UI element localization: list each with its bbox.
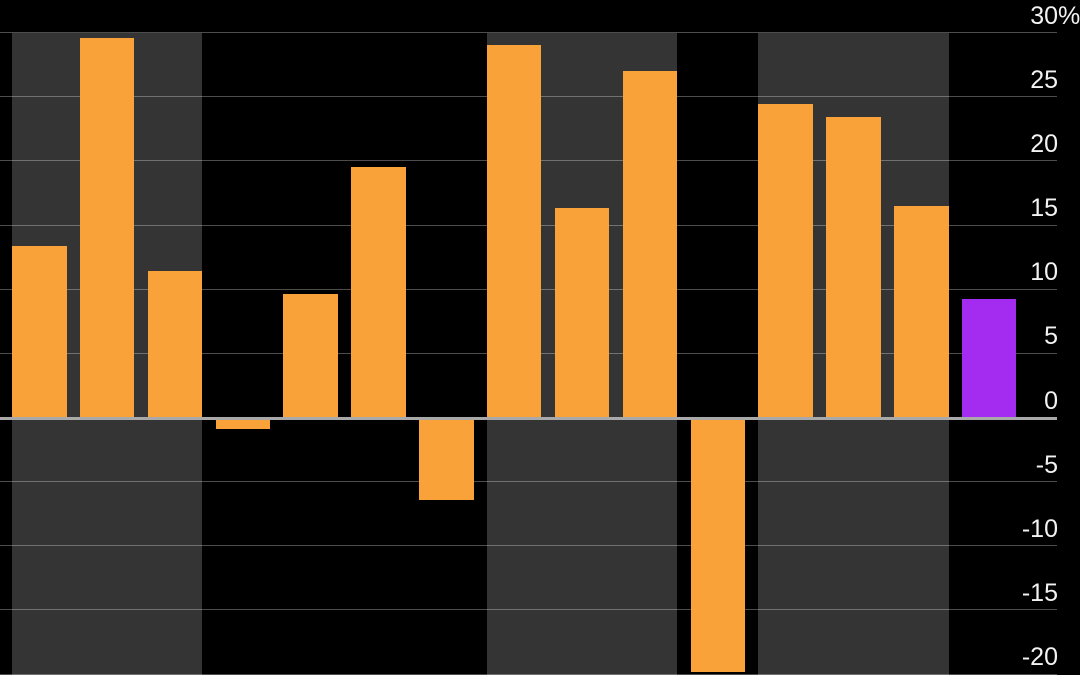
- bar: [690, 419, 745, 672]
- tick-value: 20: [1030, 129, 1058, 158]
- gridline: [0, 481, 1057, 483]
- y-axis-tick-label: -10: [1021, 514, 1058, 543]
- y-axis-tick-label: 30%: [1030, 1, 1080, 30]
- bar: [419, 419, 474, 500]
- bar: [283, 294, 338, 418]
- tick-value: -15: [1021, 578, 1058, 607]
- y-axis-tick-label: -15: [1021, 578, 1058, 607]
- bar: [79, 37, 135, 418]
- tick-value: 15: [1030, 194, 1058, 223]
- bar: [215, 419, 271, 430]
- bar: [351, 167, 406, 418]
- gridline: [0, 673, 1057, 675]
- tick-value: -10: [1021, 514, 1058, 543]
- tick-value: 25: [1030, 65, 1058, 94]
- gridline: [0, 32, 1057, 34]
- bar: [554, 208, 610, 418]
- bar: [622, 71, 678, 418]
- bar: [826, 117, 881, 418]
- y-axis-tick-label: 25: [1030, 65, 1058, 94]
- tick-value: 30: [1030, 1, 1058, 30]
- bar: [486, 45, 542, 418]
- y-axis-tick-label: 0: [1044, 386, 1058, 415]
- y-axis-tick-label: 5: [1044, 322, 1058, 351]
- tick-value: -5: [1035, 450, 1058, 479]
- gridline: [0, 609, 1057, 611]
- tick-value: 0: [1044, 386, 1058, 415]
- y-axis-tick-label: -20: [1021, 643, 1058, 672]
- bar: [147, 271, 203, 418]
- percent-suffix: %: [1058, 1, 1080, 30]
- bar: [12, 245, 67, 418]
- tick-value: 5: [1044, 322, 1058, 351]
- y-axis-tick-label: 20: [1030, 129, 1058, 158]
- tick-value: -20: [1021, 643, 1058, 672]
- highlight-bar: [961, 299, 1017, 418]
- y-axis-tick-label: 15: [1030, 194, 1058, 223]
- gridline: [0, 545, 1057, 547]
- y-axis-tick-label: 10: [1030, 258, 1058, 287]
- bar: [758, 104, 813, 418]
- y-axis-tick-label: -5: [1035, 450, 1058, 479]
- tick-value: 10: [1030, 258, 1058, 287]
- zero-axis-line: [0, 417, 1057, 420]
- bar: [894, 205, 949, 418]
